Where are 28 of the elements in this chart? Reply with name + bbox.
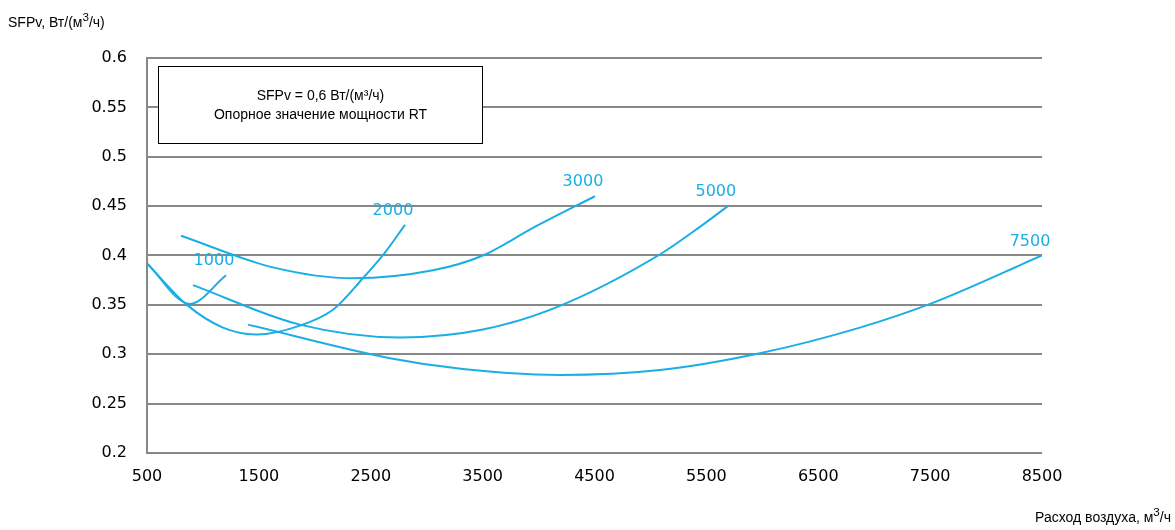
x-tick-label: 3500 — [462, 465, 503, 485]
y-tick-label: 0.4 — [101, 244, 127, 264]
annotation: SFPv = 0,6 Вт/(м³/ч) — [256, 86, 385, 105]
y-tick-label: 0.55 — [91, 96, 127, 116]
series-label: 3000 — [562, 171, 604, 191]
y-tick-label: 0.25 — [91, 392, 127, 412]
x-tick-label: 1500 — [238, 465, 280, 485]
x-axis-title: Расход воздуха, м$^{3}$/ч — [1035, 505, 1171, 525]
x-tick-label: 2500 — [350, 465, 392, 485]
x-tick-label: 8500 — [1021, 465, 1063, 485]
series-label: 7500 — [1009, 230, 1051, 250]
series-label: 2000 — [372, 200, 414, 220]
y-tick-label: 0.6 — [101, 47, 127, 67]
y-tick-label: 0.2 — [101, 442, 127, 462]
note-box: SFPv = 0,6 Вт/(м³/ч) Опорное значение мощности RT — [158, 66, 483, 144]
x-tick-label: 4500 — [574, 465, 615, 485]
x-tick-label: 7500 — [909, 465, 951, 485]
y-tick-label: 0.35 — [91, 294, 127, 314]
y-axis-title: SFPv, Вт/(м$^{3}$/ч) — [8, 10, 105, 30]
series-label: 1000 — [193, 250, 235, 270]
x-tick-label: 500 — [131, 465, 163, 485]
series-label: 5000 — [695, 181, 737, 201]
annotation: Опорное значение мощности RT — [213, 105, 428, 124]
y-tick-label: 0.5 — [101, 145, 127, 165]
x-tick-label: 6500 — [797, 465, 839, 485]
x-tick-label: 5500 — [686, 465, 727, 485]
y-tick-label: 0.45 — [91, 195, 127, 215]
y-tick-label: 0.3 — [101, 343, 127, 363]
